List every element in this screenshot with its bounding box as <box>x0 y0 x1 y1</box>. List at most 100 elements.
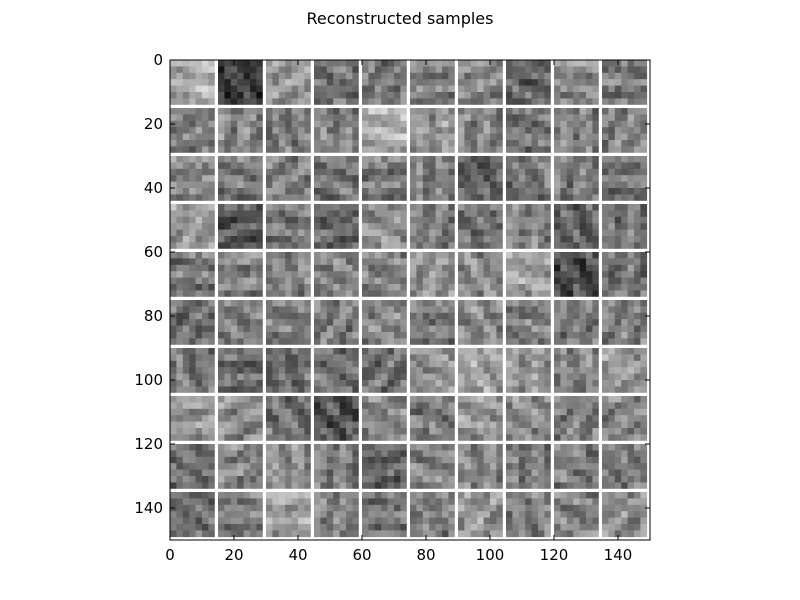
tile-pixel <box>621 188 628 195</box>
tile-pixel <box>339 476 347 483</box>
tile-pixel <box>368 504 376 512</box>
tile-pixel <box>592 428 600 435</box>
tile-pixel <box>608 434 616 442</box>
tile-pixel <box>182 242 190 250</box>
tile-pixel <box>448 146 456 154</box>
tile-pixel <box>573 60 580 67</box>
tile-pixel <box>298 428 305 435</box>
tile-pixel <box>458 450 465 458</box>
tile-pixel <box>442 258 449 266</box>
tile-pixel <box>326 133 334 141</box>
tile-pixel <box>525 92 532 99</box>
tile-pixel <box>496 450 504 458</box>
tile-pixel <box>554 312 561 320</box>
tile-pixel <box>208 530 216 538</box>
tile-pixel <box>368 456 376 464</box>
tile-pixel <box>477 332 484 339</box>
tile-pixel <box>592 312 600 320</box>
tile-pixel <box>518 396 526 403</box>
tile-pixel <box>362 504 369 512</box>
tile-pixel <box>560 511 568 518</box>
tile-pixel <box>477 85 484 93</box>
tile-pixel <box>621 223 628 230</box>
tile-pixel <box>544 325 552 333</box>
tile-pixel <box>640 114 648 122</box>
tile-pixel <box>189 236 196 243</box>
tile-pixel <box>266 127 273 134</box>
tile-pixel <box>442 456 449 464</box>
tile-pixel <box>304 511 312 518</box>
tile-pixel <box>518 242 526 250</box>
tile-pixel <box>339 236 347 243</box>
tile-pixel <box>368 242 376 250</box>
tile-pixel <box>458 223 465 230</box>
tile-pixel <box>230 242 238 250</box>
tile-pixel <box>477 360 484 368</box>
tile-pixel <box>394 360 401 368</box>
tile-pixel <box>602 188 609 195</box>
tile-pixel <box>448 252 456 259</box>
tile-pixel <box>566 492 574 499</box>
tile-pixel <box>272 421 280 429</box>
tile-pixel <box>490 181 497 189</box>
tile-pixel <box>554 325 561 333</box>
tile-pixel <box>314 354 321 362</box>
tile-pixel <box>243 258 251 266</box>
tile-pixel <box>189 482 196 490</box>
tile-pixel <box>560 434 568 442</box>
tile-pixel <box>218 482 225 490</box>
tile-pixel <box>381 312 388 320</box>
tile-pixel <box>326 444 334 451</box>
tile-pixel <box>176 258 184 266</box>
tile-pixel <box>531 444 539 451</box>
tile-pixel <box>531 229 539 237</box>
tile-pixel <box>333 498 340 506</box>
tile-pixel <box>182 72 190 80</box>
tile-pixel <box>176 360 184 368</box>
tile-pixel <box>429 319 436 326</box>
tile-pixel <box>554 146 561 154</box>
tile-pixel <box>579 290 587 298</box>
tile-pixel <box>250 229 257 237</box>
tile-pixel <box>394 242 401 250</box>
tile-pixel <box>394 79 401 86</box>
tile-pixel <box>202 120 209 128</box>
tile-pixel <box>256 373 264 381</box>
tile-pixel <box>544 312 552 320</box>
tile-pixel <box>554 284 561 291</box>
tile-pixel <box>339 120 347 128</box>
tile-pixel <box>506 450 513 458</box>
tile-pixel <box>339 194 347 202</box>
tile-pixel <box>579 444 587 451</box>
tile-pixel <box>243 396 251 403</box>
tile-pixel <box>346 127 353 134</box>
tile-pixel <box>285 469 292 477</box>
tile-pixel <box>531 498 539 506</box>
tile-pixel <box>250 338 257 346</box>
tile-pixel <box>304 277 312 285</box>
tile-pixel <box>368 98 376 106</box>
tile-pixel <box>538 216 545 224</box>
tile-pixel <box>614 242 622 250</box>
tile-pixel <box>176 98 184 106</box>
tile-pixel <box>579 504 587 512</box>
tile-pixel <box>496 252 504 259</box>
tile-pixel <box>320 194 328 202</box>
tile-pixel <box>170 498 177 506</box>
tile-pixel <box>538 181 545 189</box>
tile-pixel <box>538 338 545 346</box>
tile-pixel <box>608 396 616 403</box>
tile-pixel <box>202 60 209 67</box>
tile-pixel <box>291 408 299 416</box>
tile-pixel <box>387 98 395 106</box>
tile-pixel <box>237 319 244 326</box>
tile-pixel <box>621 284 628 291</box>
tile-pixel <box>394 114 401 122</box>
tile-pixel <box>314 66 321 74</box>
tile-pixel <box>448 348 456 355</box>
tile-pixel <box>458 156 465 163</box>
tile-pixel <box>416 312 424 320</box>
tile-pixel <box>573 194 580 202</box>
tile-pixel <box>538 524 545 531</box>
tile-pixel <box>346 325 353 333</box>
